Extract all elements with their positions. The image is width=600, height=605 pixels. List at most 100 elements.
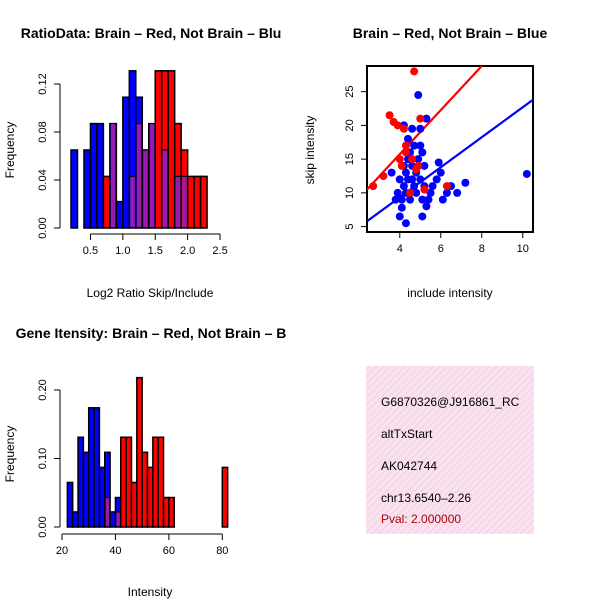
not-brain-point bbox=[399, 182, 408, 191]
ratio-hist-bar-red bbox=[199, 175, 208, 229]
not-brain-point bbox=[422, 202, 431, 211]
not-brain-point bbox=[522, 169, 531, 178]
ratio-hist-bar-overlap bbox=[162, 150, 168, 227]
intensity-hist-bar-red bbox=[146, 466, 154, 528]
ratio-hist-axes: 0.5 1.0 1.5 2.0 2.5 0.00 0.04 0.08 0.12 bbox=[37, 73, 228, 257]
intensity-hist-ylabel: Frequency bbox=[3, 426, 17, 483]
not-brain-point bbox=[434, 158, 443, 167]
intensity-hist-bars bbox=[66, 376, 229, 528]
not-brain-point bbox=[395, 212, 404, 221]
brain-point bbox=[420, 185, 429, 194]
intensity-hist-bar-red bbox=[162, 496, 170, 528]
not-brain-point bbox=[418, 148, 427, 157]
ratio-hist-ylabel: Frequency bbox=[3, 122, 17, 179]
not-brain-point bbox=[420, 161, 429, 170]
info-pval: Pval: 2.000000 bbox=[381, 512, 461, 526]
info-panel-background bbox=[366, 366, 534, 534]
not-brain-point bbox=[414, 91, 423, 100]
not-brain-point bbox=[418, 212, 427, 221]
not-brain-point bbox=[438, 195, 447, 204]
ratio-hist-xlabel: Log2 Ratio Skip/Include bbox=[87, 286, 214, 300]
brain-point bbox=[408, 155, 417, 164]
not-brain-point bbox=[393, 188, 402, 197]
intensity-hist-bar-blue bbox=[87, 407, 95, 528]
scatter-x-tick-label: 8 bbox=[479, 243, 485, 255]
not-brain-point bbox=[416, 141, 425, 150]
not-brain-point bbox=[395, 175, 404, 184]
scatter-y-tick-label: 25 bbox=[344, 86, 356, 98]
not-brain-point bbox=[453, 188, 462, 197]
ratio-hist-y-tick-label: 0.04 bbox=[37, 169, 49, 190]
intensity-hist-bar-overlap bbox=[116, 511, 120, 526]
intensity-hist-bar-blue bbox=[66, 481, 74, 528]
brain-point bbox=[414, 161, 423, 170]
ratio-hist-bar-overlap bbox=[110, 123, 116, 227]
not-brain-point bbox=[414, 155, 423, 164]
intensity-hist-x-tick-label: 40 bbox=[109, 545, 121, 557]
intensity-hist-bar-blue bbox=[82, 451, 90, 528]
ratio-hist-bars bbox=[70, 70, 208, 229]
intensity-hist-xlabel: Intensity bbox=[128, 585, 173, 599]
ratio-hist-bar-blue bbox=[122, 96, 131, 229]
intensity-hist-bar-blue bbox=[93, 407, 101, 528]
intensity-hist-title: Gene Itensity: Brain – Red, Not Brain – … bbox=[16, 325, 287, 341]
ratio-hist-bar-overlap bbox=[182, 176, 187, 227]
scatter-xlabel: include intensity bbox=[407, 286, 492, 300]
intensity-hist-bar-blue bbox=[77, 436, 85, 528]
not-brain-point bbox=[432, 175, 441, 184]
scatter-y-tick-label: 15 bbox=[344, 153, 356, 165]
intensity-hist-bar-red bbox=[130, 481, 138, 528]
brain-point bbox=[379, 171, 388, 180]
not-brain-point bbox=[410, 141, 419, 150]
ratio-hist-bar-blue bbox=[70, 149, 79, 229]
not-brain-point bbox=[406, 195, 415, 204]
not-brain-point bbox=[408, 175, 417, 184]
ratio-hist-bar-overlap bbox=[130, 176, 135, 227]
brain-point bbox=[369, 182, 378, 191]
ratio-hist-bar-blue bbox=[115, 200, 124, 229]
ratio-hist-title: RatioData: Brain – Red, Not Brain – Blu bbox=[21, 25, 282, 41]
intensity-histogram-panel: Gene Itensity: Brain – Red, Not Brain – … bbox=[3, 325, 286, 599]
ratio-hist-bar-overlap bbox=[175, 176, 181, 227]
scatter-panel: Brain – Red, Not Brain – Blue 4 6 8 10 5 10 15… bbox=[303, 25, 547, 300]
brain-point bbox=[416, 114, 425, 123]
intensity-hist-bar-blue bbox=[109, 511, 117, 528]
info-panel: G6870326@J916861_RC altTxStart AK042744 … bbox=[366, 366, 534, 534]
intensity-hist-bar-blue bbox=[104, 451, 111, 528]
intensity-hist-bar-red bbox=[157, 436, 165, 528]
scatter-fit-lines bbox=[367, 66, 533, 223]
not-brain-point bbox=[408, 124, 417, 133]
ratio-hist-x-tick-label: 0.5 bbox=[83, 245, 98, 257]
ratio-hist-y-tick-label: 0.00 bbox=[37, 217, 49, 238]
not-brain-point bbox=[442, 188, 451, 197]
not-brain-point bbox=[397, 195, 406, 204]
not-brain-point bbox=[410, 182, 419, 191]
scatter-title: Brain – Red, Not Brain – Blue bbox=[353, 25, 548, 41]
intensity-hist-y-tick-label: 0.10 bbox=[37, 448, 49, 469]
ratio-hist-bar-overlap bbox=[136, 123, 142, 227]
not-brain-point bbox=[422, 114, 431, 123]
brain-point bbox=[410, 67, 419, 76]
brain-fit-line bbox=[367, 66, 483, 191]
intensity-hist-x-tick-label: 60 bbox=[163, 545, 175, 557]
brain-point bbox=[385, 111, 394, 120]
brain-point bbox=[393, 121, 402, 130]
not-brain-point bbox=[418, 195, 427, 204]
intensity-hist-bar-red bbox=[221, 466, 229, 528]
not-brain-point bbox=[424, 195, 433, 204]
intensity-hist-y-tick-label: 0.20 bbox=[37, 379, 49, 400]
ratio-hist-bar-red bbox=[167, 70, 176, 229]
scatter-axes: 4 6 8 10 5 10 15 20 25 bbox=[344, 86, 529, 255]
intensity-hist-y-tick-label: 0.00 bbox=[37, 516, 49, 537]
not-brain-point bbox=[391, 195, 400, 204]
ratio-hist-y-tick-label: 0.08 bbox=[37, 121, 49, 142]
intensity-hist-bar-red bbox=[120, 436, 127, 528]
not-brain-point bbox=[461, 178, 470, 187]
ratio-hist-bar-blue bbox=[83, 149, 92, 229]
ratio-hist-y-tick-label: 0.12 bbox=[37, 73, 49, 94]
not-brain-point bbox=[412, 188, 421, 197]
scatter-x-tick-label: 4 bbox=[397, 243, 403, 255]
intensity-hist-bar-red bbox=[141, 451, 149, 528]
